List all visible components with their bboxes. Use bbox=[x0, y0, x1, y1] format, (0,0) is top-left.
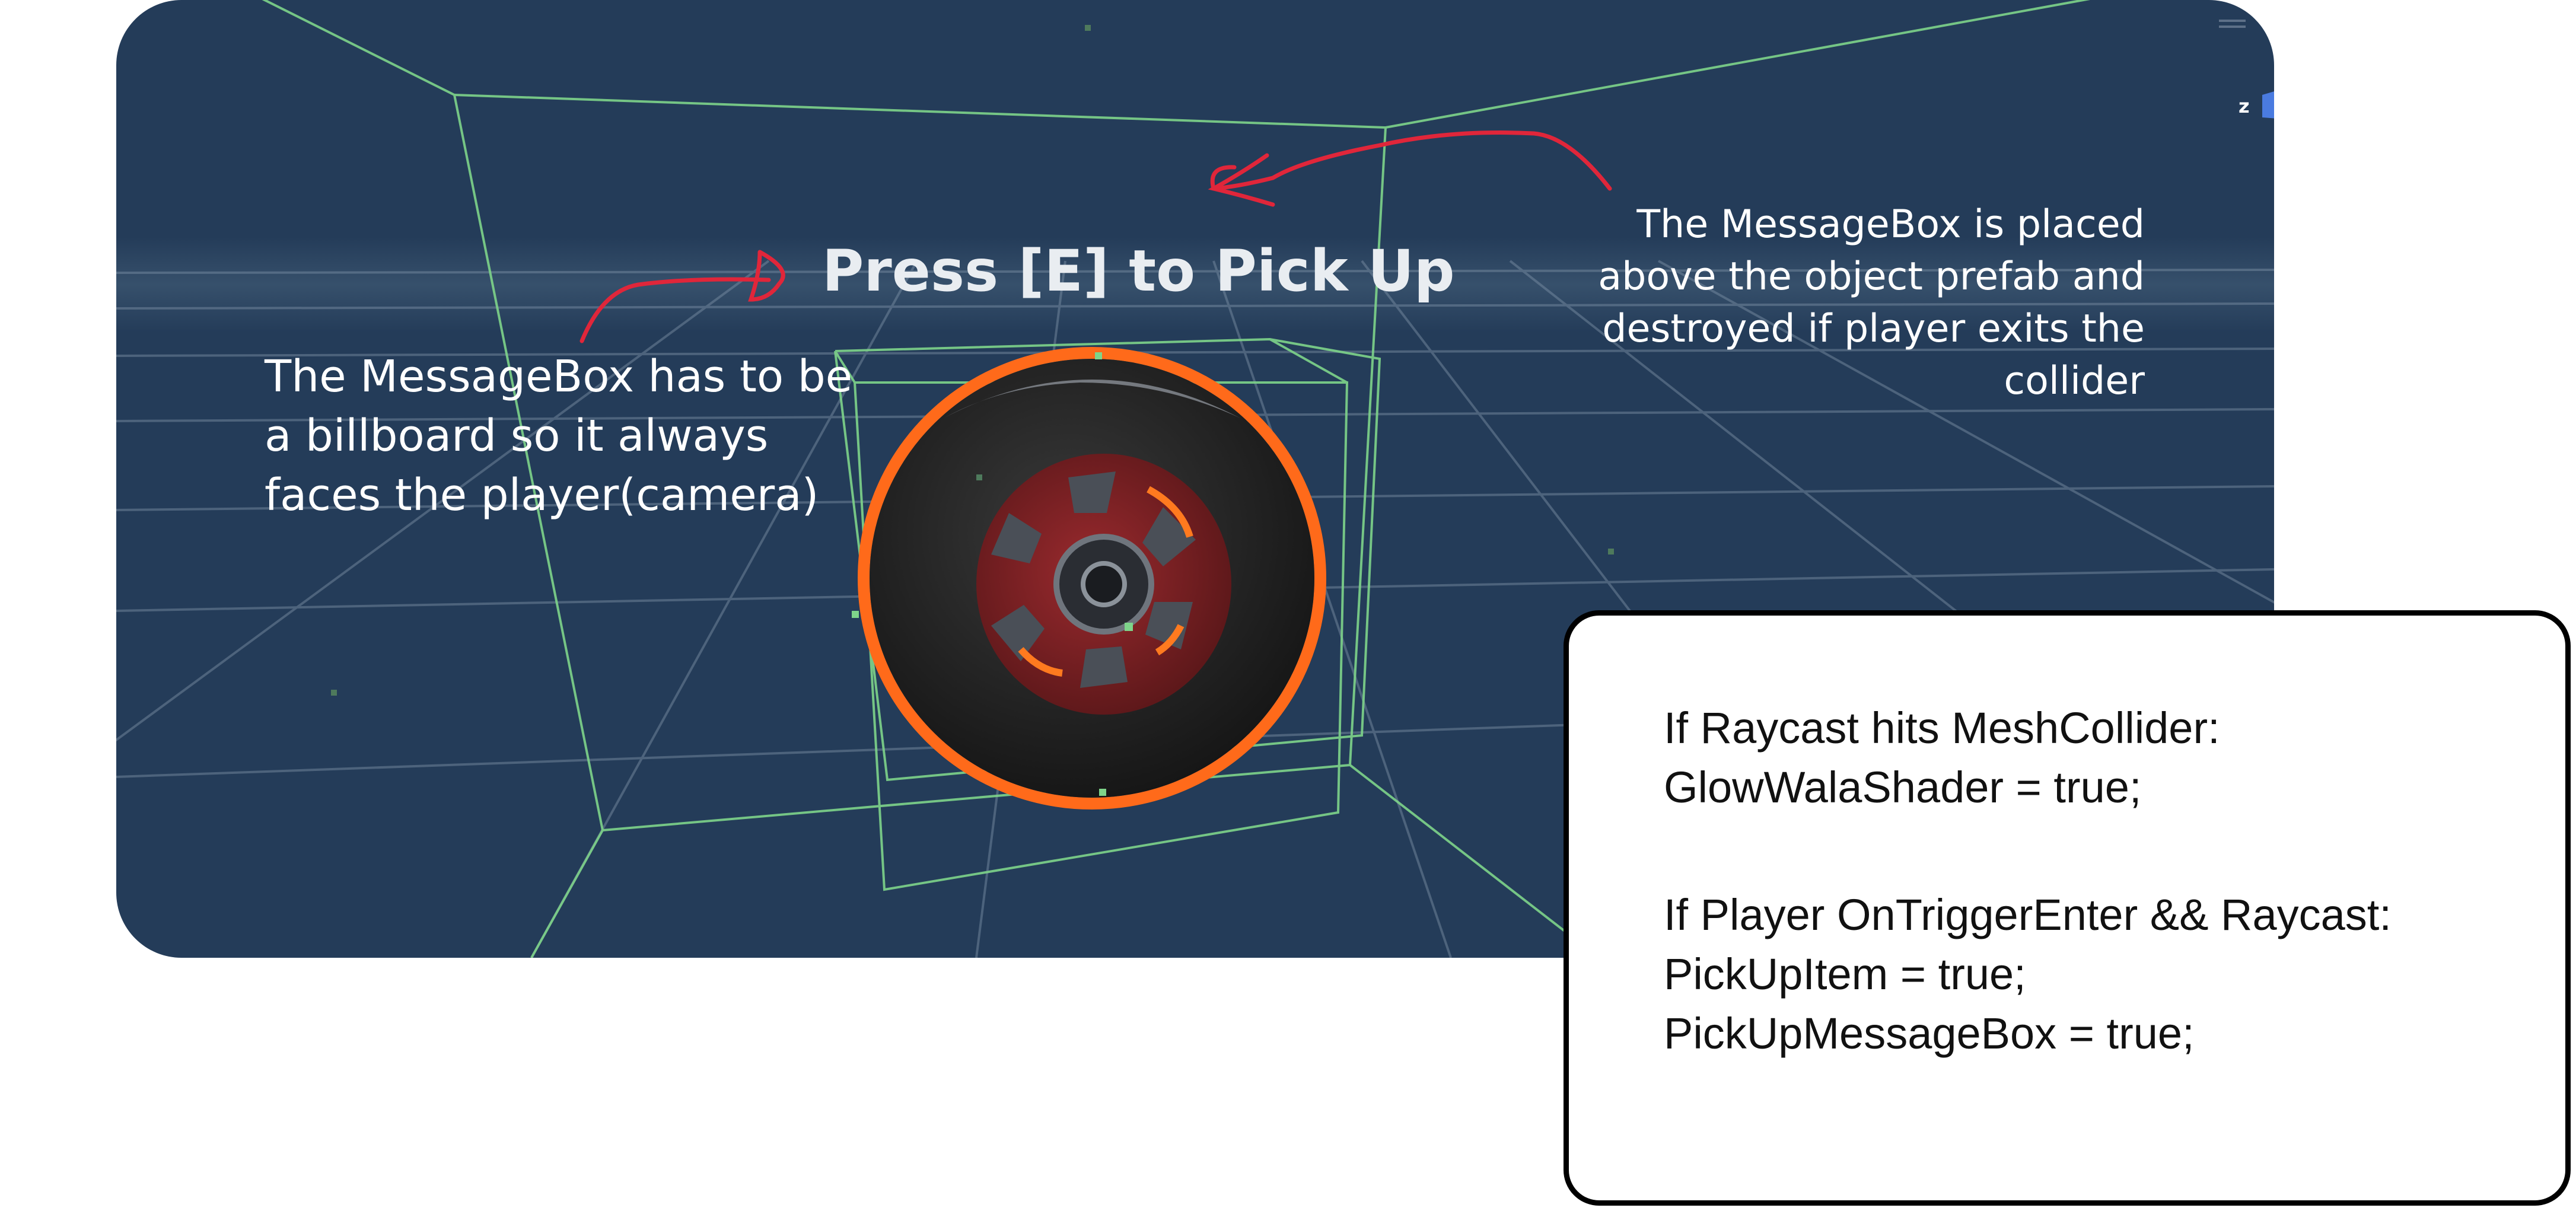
scene-viewport[interactable]: Press [E] to Pick Up z bbox=[116, 0, 2274, 958]
z-axis-label: z bbox=[2239, 95, 2250, 117]
car-wheel bbox=[858, 347, 1326, 810]
annotation-arrow-right bbox=[1208, 130, 1612, 207]
tire-highlight bbox=[944, 380, 1240, 418]
wheel-outline-glow bbox=[858, 347, 1326, 810]
annotation-arrow-left bbox=[579, 250, 785, 343]
pickup-prompt-text: Press [E] to Pick Up bbox=[822, 238, 1455, 304]
scene-view: Press [E] to Pick Up z bbox=[116, 0, 2274, 958]
annotation-billboard: The MessageBox has to be a billboard so … bbox=[265, 351, 853, 521]
rim-spokes bbox=[991, 471, 1196, 688]
pseudocode-box: If Raycast hits MeshCollider: GlowWalaSh… bbox=[1564, 610, 2571, 1206]
rim-glow-marks bbox=[1018, 486, 1193, 677]
pickup-trigger-logic: If Player OnTriggerEnter && Raycast: Pic… bbox=[1664, 890, 2392, 1058]
z-axis-cone-icon bbox=[2262, 91, 2274, 119]
collider-wireframe bbox=[262, 0, 2090, 958]
gizmo-points bbox=[331, 25, 1614, 796]
horizon-haze bbox=[116, 237, 2274, 332]
raycast-glow-logic: If Raycast hits MeshCollider: GlowWalaSh… bbox=[1664, 703, 2220, 812]
annotation-placement: The MessageBox is placed above the objec… bbox=[1598, 202, 2145, 403]
orientation-gizmo[interactable]: z bbox=[2219, 20, 2274, 119]
hub-cap bbox=[1081, 561, 1127, 607]
